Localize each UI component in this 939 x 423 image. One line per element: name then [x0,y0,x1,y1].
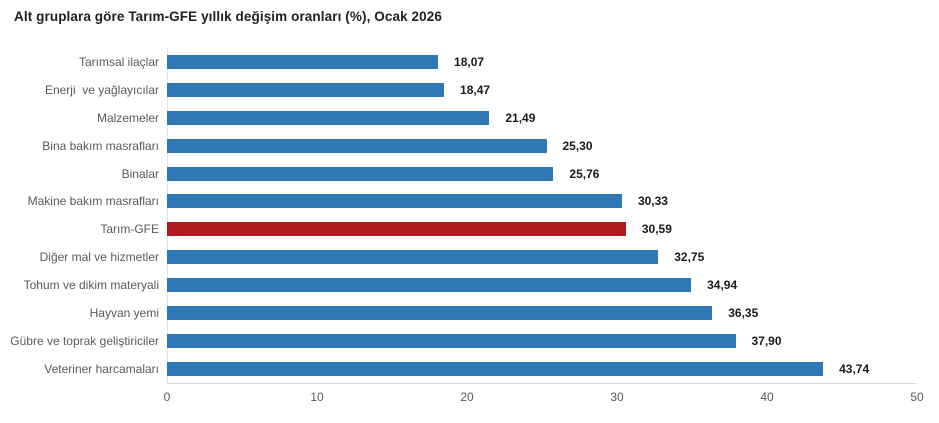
bar [167,82,445,97]
x-axis-ticks: 0 10 20 30 40 50 [0,390,939,406]
chart-rows: Tarımsal ilaçlar 18,07 Enerji ve yağlayıcı… [0,48,939,383]
x-tick-label: 20 [460,390,474,404]
bar [167,361,824,376]
bar-highlighted [167,222,626,237]
chart-row: Makine bakım masrafları 30,33 [0,188,939,216]
bar-track: 30,59 [167,215,917,243]
chart-row: Enerji ve yağlayıcılar 18,47 [0,76,939,104]
category-label: Bina bakım masrafları [42,138,159,153]
bar-track: 25,30 [167,132,917,160]
category-label: Tohum ve dikim materyali [23,278,159,293]
bar-track: 21,49 [167,104,917,132]
category-label: Hayvan yemi [89,306,159,321]
bar-track: 32,75 [167,243,917,271]
bar-track: 36,35 [167,299,917,327]
chart-row: Tarım-GFE 30,59 [0,215,939,243]
category-label: Gübre ve toprak geliştiriciler [10,334,159,349]
chart-row: Diğer mal ve hizmetler 32,75 [0,243,939,271]
value-label: 25,30 [562,138,593,153]
chart-row: Hayvan yemi 36,35 [0,299,939,327]
bar-track: 25,76 [167,160,917,188]
x-tick-label: 40 [760,390,774,404]
bar [167,334,736,349]
bar [167,54,439,69]
value-label: 30,59 [641,222,672,237]
bar [167,110,490,125]
value-label: 18,47 [460,82,491,97]
zero-gridline [167,48,168,383]
chart-row: Tohum ve dikim materyali 34,94 [0,271,939,299]
x-tick-label: 0 [163,390,171,404]
category-label: Tarım-GFE [100,222,159,237]
value-label: 30,33 [637,194,668,209]
chart-title: Alt gruplara göre Tarım-GFE yıllık değiş… [14,9,442,24]
value-label: 34,94 [707,278,738,293]
bar-track: 37,90 [167,327,917,355]
chart-row: Malzemeler 21,49 [0,104,939,132]
x-tick-label: 10 [310,390,324,404]
bar [167,306,713,321]
value-label: 43,74 [839,361,870,376]
chart-row: Bina bakım masrafları 25,30 [0,132,939,160]
bar-track: 30,33 [167,188,917,216]
chart-row: Veteriner harcamaları 43,74 [0,355,939,383]
value-label: 25,76 [569,166,600,181]
x-axis-line [167,383,917,384]
bar [167,194,622,209]
bar-track: 18,07 [167,48,917,76]
bar [167,166,554,181]
bar [167,138,547,153]
category-label: Makine bakım masrafları [27,194,159,209]
value-label: 21,49 [505,110,536,125]
value-label: 36,35 [728,306,759,321]
category-label: Enerji ve yağlayıcılar [44,82,159,97]
value-label: 32,75 [674,250,705,265]
bar-track: 43,74 [167,355,917,383]
bar [167,250,659,265]
category-label: Veteriner harcamaları [44,361,159,376]
bar-track: 34,94 [167,271,917,299]
category-label: Binalar [121,166,159,181]
category-label: Tarımsal ilaçlar [78,54,159,69]
bar-track: 18,47 [167,76,917,104]
value-label: 37,90 [751,334,782,349]
x-tick-label: 50 [910,390,924,404]
chart-row: Gübre ve toprak geliştiriciler 37,90 [0,327,939,355]
value-label: 18,07 [454,54,485,69]
category-label: Malzemeler [96,110,159,125]
x-tick-label: 30 [610,390,624,404]
category-label: Diğer mal ve hizmetler [39,250,159,265]
chart-row: Binalar 25,76 [0,160,939,188]
bar [167,278,692,293]
chart-row: Tarımsal ilaçlar 18,07 [0,48,939,76]
